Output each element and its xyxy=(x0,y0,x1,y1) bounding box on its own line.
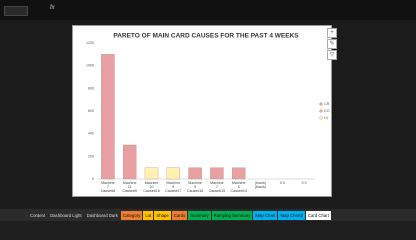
sheet-tabs: Content Dashboard Light Dashboard Dark Cate… xyxy=(0,209,416,221)
sheet-tab[interactable]: Map Chart2 xyxy=(278,210,305,220)
excel-window: {"formula_bar": {"fx": "fx"}, "chart_dat… xyxy=(0,0,416,221)
x-tick-label: (blank) (blank) xyxy=(254,181,266,190)
fx-label: fx xyxy=(50,5,55,11)
sheet-tab[interactable]: Map Chart xyxy=(253,210,278,220)
x-tick-label: Machine 9 Cause#17 xyxy=(165,181,182,193)
x-tick-label-box: 0 0 xyxy=(279,181,285,185)
sheet-tab[interactable]: Ramping Summary xyxy=(211,210,253,220)
y-tick-label: 1200 xyxy=(86,41,94,45)
chart-filters-button[interactable]: ▽ xyxy=(327,50,337,60)
legend-label: CR xyxy=(324,102,330,106)
sheet-tab[interactable]: Summary xyxy=(188,210,211,220)
x-tick-label-box: Machine 5 Cause#14 xyxy=(230,181,247,193)
sheet-tab[interactable]: Cards xyxy=(171,210,188,220)
x-tick-label: 0 0 xyxy=(301,181,307,185)
x-tick-label: 0 0 xyxy=(279,181,285,185)
sheet-tab[interactable]: Lot xyxy=(143,210,154,220)
y-tick-label: 800 xyxy=(88,86,94,90)
x-tick-label: Machine 11 Cause#9 xyxy=(122,181,137,193)
bar xyxy=(232,167,246,180)
y-tick-label: 400 xyxy=(88,132,94,136)
sheet-tab[interactable]: Content xyxy=(28,210,48,220)
sheet-tab[interactable]: Card Chart xyxy=(305,210,331,220)
bar xyxy=(144,167,159,180)
sheet-tab[interactable]: Shape xyxy=(154,210,171,220)
x-tick-label-box: Machine 7 Cause#8 xyxy=(100,181,116,193)
chart: PARETO OF MAIN CARD CAUSES FOR THE PAST … xyxy=(86,33,330,193)
x-tick-label-box: (blank) (blank) xyxy=(254,181,266,190)
bar xyxy=(101,54,115,180)
bar xyxy=(166,167,180,180)
y-tick-label: 600 xyxy=(88,109,94,113)
chart-container[interactable]: PARETO OF MAIN CARD CAUSES FOR THE PAST … xyxy=(72,25,332,197)
legend-marker xyxy=(319,102,323,106)
sheet-tab[interactable]: Dashboard Light xyxy=(48,210,84,220)
x-tick-label: Machine 7 Cause#8 xyxy=(100,181,116,193)
x-tick-label-box: Machine 7 Cause#15 xyxy=(208,181,226,193)
x-tick-label: Machine 7 Cause#15 xyxy=(208,181,226,193)
sheet-tab[interactable]: Category xyxy=(120,210,143,220)
chart-title: PARETO OF MAIN CARD CAUSES FOR THE PAST … xyxy=(113,33,299,40)
x-tick-label: Machine 9 Cause#16 xyxy=(186,181,204,193)
legend-marker xyxy=(319,116,323,120)
y-tick-label: 200 xyxy=(88,154,94,158)
x-tick-label: Machine 5 Cause#14 xyxy=(230,181,247,193)
legend-label: CO xyxy=(324,109,330,113)
x-tick-label-box: Machine 9 Cause#17 xyxy=(165,181,182,193)
sheet-tab[interactable]: Dashboard Dark xyxy=(84,210,120,220)
x-tick-label-box: Machine 10 Cause#16 xyxy=(143,181,160,193)
bar xyxy=(188,167,202,180)
x-tick-label: Machine 10 Cause#16 xyxy=(143,181,160,193)
legend-label: LV xyxy=(324,116,329,120)
y-tick-label: 0 xyxy=(92,177,94,181)
x-tick-label-box: 0 0 xyxy=(301,181,307,185)
y-tick-label: 1000 xyxy=(86,64,94,68)
name-box[interactable] xyxy=(4,6,28,16)
legend-marker xyxy=(319,109,323,113)
formula-bar: fx xyxy=(0,0,416,20)
chart-styles-button[interactable]: ✎ xyxy=(327,39,337,49)
chart-elements-button[interactable]: + xyxy=(327,28,337,38)
x-tick-label-box: Machine 11 Cause#9 xyxy=(122,181,137,193)
bar xyxy=(123,144,137,180)
x-tick-label-box: Machine 9 Cause#16 xyxy=(186,181,204,193)
bar xyxy=(210,167,224,180)
